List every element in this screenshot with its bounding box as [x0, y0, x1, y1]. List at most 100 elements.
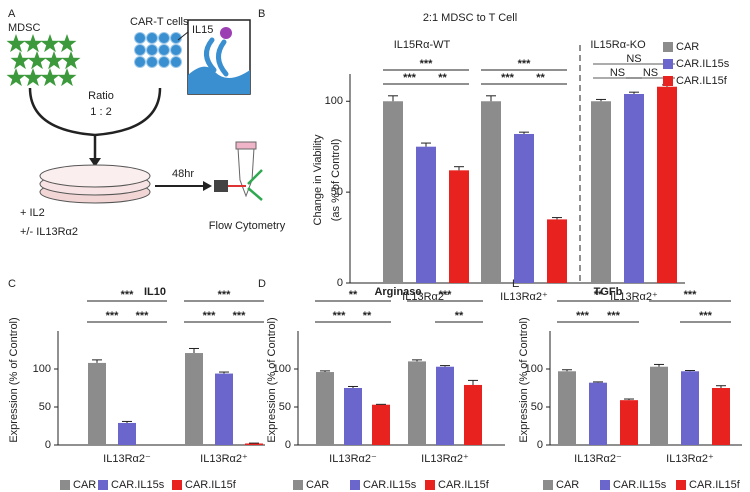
- significance-label: ***: [333, 310, 347, 322]
- significance-label: **: [349, 289, 358, 301]
- significance-label: ***: [403, 72, 417, 84]
- car-t-cell: [146, 44, 158, 56]
- legend-swatch: [293, 480, 303, 490]
- significance-label: ***: [218, 289, 232, 301]
- bar: [650, 366, 668, 445]
- bar: [245, 443, 263, 445]
- y-tick-label: 100: [525, 363, 543, 375]
- arrow-head: [89, 158, 101, 167]
- bar: [344, 388, 362, 445]
- mdsc-cell: [57, 34, 77, 53]
- bar: [657, 86, 677, 283]
- y-axis-label: Expression (% of Control): [8, 317, 20, 442]
- legend-swatch: [543, 480, 553, 490]
- scatter-light: [247, 187, 263, 201]
- inset-pointer: [177, 31, 189, 41]
- legend-swatch: [663, 76, 673, 86]
- car-t-cells: [134, 32, 182, 68]
- significance-label: ***: [106, 310, 120, 322]
- car-t-cell: [134, 56, 146, 68]
- legend-label: CAR.IL15s: [676, 58, 730, 70]
- significance-label: NS: [610, 67, 625, 79]
- car-t-cell: [134, 44, 146, 56]
- significance-label: ***: [233, 310, 247, 322]
- mdsc-cell: [27, 51, 47, 70]
- mdsc-cell: [23, 68, 43, 87]
- legend-label: CAR: [676, 41, 699, 53]
- bar: [464, 384, 482, 445]
- significance-label: NS: [643, 67, 658, 79]
- legend-label: CAR.IL15s: [363, 479, 417, 491]
- car-t-cell: [134, 32, 146, 44]
- y-axis-label: Change in Viability: [312, 134, 324, 225]
- group-title: IL15Rα-WT: [394, 39, 451, 51]
- readout-label: Flow Cytometry: [209, 220, 286, 232]
- bar: [547, 219, 567, 283]
- chart-title: TGFb: [594, 286, 623, 298]
- bar: [408, 361, 426, 445]
- y-tick-label: 0: [285, 439, 291, 451]
- bar: [591, 101, 611, 284]
- mdsc-cell: [44, 51, 64, 70]
- mdsc-cell: [6, 34, 26, 53]
- bar: [118, 422, 136, 445]
- significance-label: ***: [518, 58, 532, 70]
- y-tick-label: 0: [45, 439, 51, 451]
- mdsc-label: MDSC: [8, 22, 40, 34]
- significance-label: ***: [501, 72, 515, 84]
- legend-swatch: [663, 59, 673, 69]
- significance-label: ***: [439, 289, 453, 301]
- car-t-cell: [170, 44, 182, 56]
- mdsc-cell: [61, 51, 81, 70]
- panel-label: B: [258, 8, 265, 20]
- legend-swatch: [676, 480, 686, 490]
- legend-label: CAR.IL15s: [613, 479, 667, 491]
- car-t-cell: [170, 56, 182, 68]
- bar: [681, 371, 699, 445]
- group-title: IL15Rα-KO: [590, 39, 646, 51]
- x-tick-label: IL13Rα2⁻: [103, 453, 151, 465]
- cap: [235, 141, 257, 150]
- y-tick-label: 50: [39, 401, 51, 413]
- significance-label: ***: [136, 310, 150, 322]
- car-t-cell: [158, 32, 170, 44]
- x-tick-label: IL13Rα2⁺: [421, 453, 469, 465]
- significance-label: NS: [626, 53, 641, 65]
- bar: [416, 146, 436, 283]
- legend-label: CAR: [556, 479, 579, 491]
- legend-swatch: [60, 480, 70, 490]
- bar: [449, 170, 469, 283]
- bar: [436, 366, 454, 445]
- legend-label: CAR: [73, 479, 96, 491]
- legend-label: CAR.IL15s: [111, 479, 165, 491]
- legend-label: CAR.IL15f: [438, 479, 490, 491]
- significance-label: **: [455, 310, 464, 322]
- bar: [215, 373, 233, 445]
- significance-label: **: [438, 72, 447, 84]
- y-axis-label: Expression (% of Control): [518, 317, 530, 442]
- legend-label: CAR.IL15f: [689, 479, 741, 491]
- bar: [372, 404, 390, 445]
- legend-swatch: [98, 480, 108, 490]
- cart-label: CAR-T cells: [130, 16, 189, 28]
- receptor: [204, 37, 229, 77]
- significance-label: ***: [684, 289, 698, 301]
- bar: [316, 372, 334, 445]
- il15-molecule: [220, 27, 232, 39]
- dish-top: [39, 164, 151, 188]
- chart-title: IL10: [144, 286, 166, 298]
- bar: [589, 382, 607, 445]
- legend-label: CAR: [306, 479, 329, 491]
- car-t-cell: [146, 56, 158, 68]
- mdsc-cell: [10, 51, 30, 70]
- legend-swatch: [172, 480, 182, 490]
- significance-label: ***: [699, 310, 713, 322]
- significance-label: ***: [121, 289, 135, 301]
- x-tick-label: IL13Rα2⁺: [666, 453, 714, 465]
- bar: [481, 101, 501, 284]
- bar: [624, 93, 644, 283]
- significance-label: **: [594, 289, 603, 301]
- schematic: MDSC CAR-T cells IL15 Ratio 1 : 2 48hr +…: [6, 16, 286, 238]
- bar: [383, 101, 403, 284]
